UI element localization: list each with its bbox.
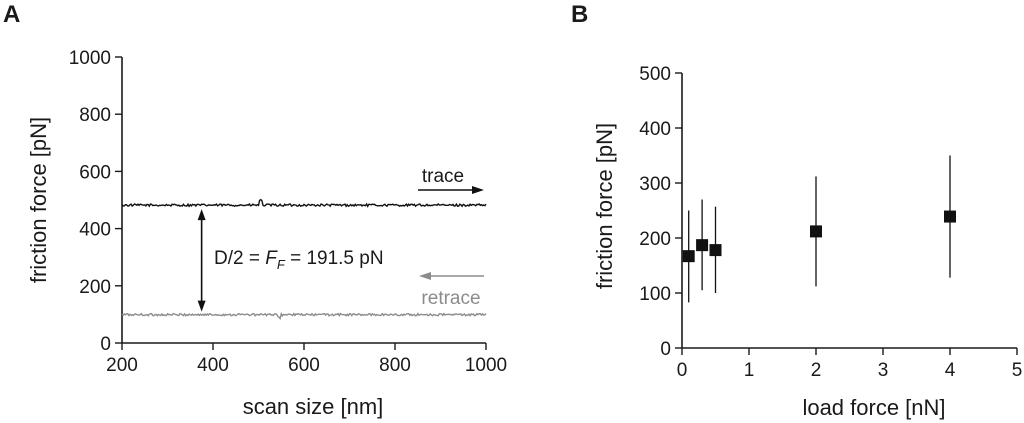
panel-b-x-tick-label: 4 bbox=[945, 360, 956, 381]
panel-b-data-point bbox=[944, 210, 956, 223]
panel-b-data-point bbox=[709, 244, 722, 257]
panel-a-legend-trace-label: trace bbox=[422, 166, 464, 187]
panel-a-y-tick-label: 800 bbox=[79, 105, 111, 126]
panel-b-x-tick-label: 1 bbox=[744, 360, 755, 381]
panel-b-x-tick-label: 2 bbox=[811, 360, 822, 381]
panel-b-data-point bbox=[682, 250, 695, 263]
panel-b-ylabel: friction force [pN] bbox=[592, 123, 617, 289]
panel-a-x-tick-label: 400 bbox=[197, 355, 229, 376]
panel-b-y-tick-label: 500 bbox=[639, 64, 671, 85]
panel-a-y-tick-label: 400 bbox=[79, 220, 111, 241]
panel-b-y-tick-label: 300 bbox=[639, 174, 671, 195]
panel-a-xlabel: scan size [nm] bbox=[243, 394, 384, 419]
panel-b-data-point bbox=[696, 239, 709, 252]
panel-a-y-tick-label: 200 bbox=[79, 277, 111, 298]
panel-a-x-tick-label: 600 bbox=[288, 355, 320, 376]
panel-b-data-point bbox=[810, 225, 822, 238]
panel-b-y-tick-label: 0 bbox=[660, 339, 671, 360]
panel-a-series-trace bbox=[121, 198, 487, 208]
panel-b-y-tick-label: 400 bbox=[639, 119, 671, 140]
panel-a-x-tick-label: 1000 bbox=[465, 355, 507, 376]
panel-a-x-tick-label: 800 bbox=[379, 355, 411, 376]
panel-b-plot: 0 100 200 300 400 500 0 1 2 3 4 5 bbox=[639, 64, 1022, 381]
panel-a-y-tick-label: 600 bbox=[79, 162, 111, 183]
panel-b: B 0 100 200 300 400 500 0 1 2 3 4 5 load force [nN]… bbox=[571, 1, 1022, 420]
panel-a-annotation-arrowhead-top bbox=[197, 209, 206, 221]
panel-a-y-tick-label: 1000 bbox=[69, 48, 111, 69]
panel-a-annotation-text: D/2 = FF = 191.5 pN bbox=[214, 248, 384, 272]
panel-a-legend-retrace-label: retrace bbox=[421, 288, 480, 309]
panel-a-y-tick-label: 0 bbox=[100, 334, 111, 355]
panel-b-label: B bbox=[571, 1, 588, 28]
panel-b-y-tick-label: 100 bbox=[639, 284, 671, 305]
panel-b-x-tick-label: 3 bbox=[878, 360, 889, 381]
panel-a-x-tick-label: 200 bbox=[106, 355, 138, 376]
panel-a-series-retrace bbox=[121, 311, 487, 321]
panel-a-legend-trace-arrowhead bbox=[472, 186, 484, 194]
panel-a-ylabel: friction force [pN] bbox=[26, 117, 51, 283]
panel-b-x-tick-label: 5 bbox=[1012, 360, 1023, 381]
panel-b-xlabel: load force [nN] bbox=[802, 395, 945, 420]
panel-b-y-tick-label: 200 bbox=[639, 229, 671, 250]
panel-a-annotation-arrowhead-bottom bbox=[197, 300, 206, 312]
panel-a-legend-retrace-arrowhead bbox=[419, 272, 431, 280]
panel-a-label: A bbox=[3, 1, 20, 28]
panel-b-x-tick-label: 0 bbox=[677, 360, 688, 381]
